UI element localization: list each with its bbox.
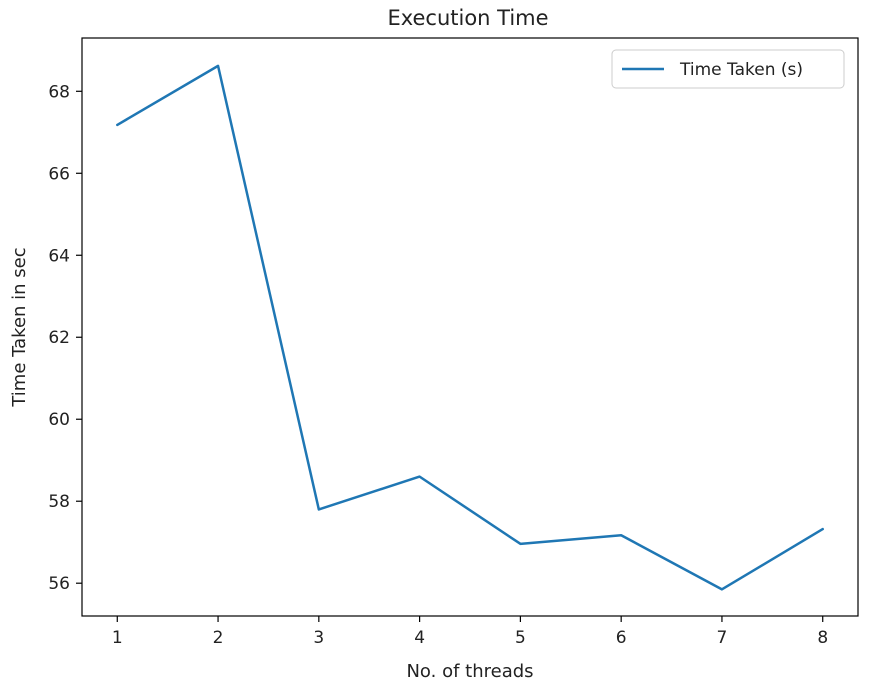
- x-tick-label: 5: [515, 628, 526, 648]
- y-tick-label: 62: [48, 328, 70, 348]
- x-tick-label: 7: [717, 628, 728, 648]
- legend-box: [611, 49, 845, 89]
- y-tick-label: 60: [48, 410, 70, 430]
- x-axis: 1 2 3 4 5 6 7 8: [112, 616, 828, 648]
- x-tick-label: 4: [414, 628, 425, 648]
- x-tick-label: 6: [616, 628, 627, 648]
- series-line: [116, 64, 824, 591]
- y-tick-label: 58: [48, 492, 70, 512]
- y-tick-label: 56: [48, 574, 70, 594]
- series-layer: [116, 64, 824, 591]
- x-tick-label: 3: [313, 628, 324, 648]
- y-axis: 56 58 60 62 64 66 68: [48, 82, 82, 594]
- x-tick-label: 2: [213, 628, 224, 648]
- y-tick-label: 68: [48, 82, 70, 102]
- y-tick-label: 66: [48, 164, 70, 184]
- legend-label: Time Taken (s): [679, 60, 803, 80]
- x-tick-label: 8: [817, 628, 828, 648]
- x-axis-label: No. of threads: [406, 661, 533, 682]
- y-tick-label: 64: [48, 246, 70, 266]
- plot-area: [81, 37, 859, 617]
- chart-title: Execution Time: [387, 6, 548, 30]
- x-tick-label: 1: [112, 628, 123, 648]
- legend: Time Taken (s): [611, 49, 845, 89]
- y-axis-label: Time Taken in sec: [9, 247, 30, 407]
